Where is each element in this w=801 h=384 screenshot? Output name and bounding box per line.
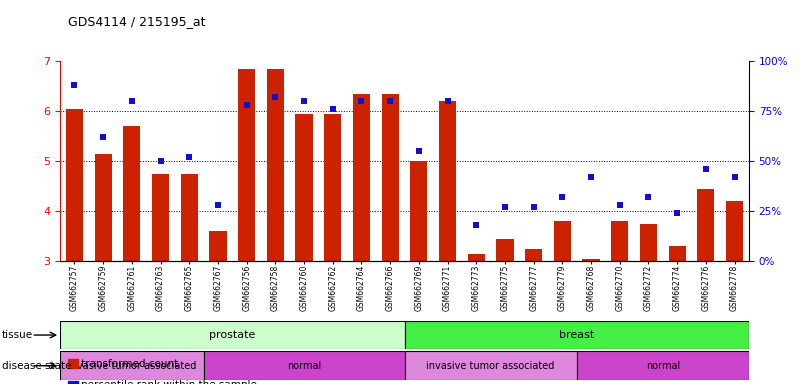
Bar — [123, 126, 140, 261]
Bar — [60, 351, 203, 380]
Point — [126, 98, 139, 104]
Bar — [410, 161, 428, 261]
Bar — [726, 201, 743, 261]
Bar — [525, 249, 542, 261]
Point — [384, 98, 396, 104]
Bar — [405, 351, 577, 380]
Bar — [60, 321, 405, 349]
Bar — [203, 351, 405, 380]
Point — [556, 194, 569, 200]
Bar — [209, 231, 227, 261]
Text: GDS4114 / 215195_at: GDS4114 / 215195_at — [68, 15, 206, 28]
Point — [97, 134, 110, 141]
Bar — [468, 254, 485, 261]
Bar — [324, 114, 341, 261]
Point — [154, 158, 167, 164]
Bar — [352, 94, 370, 261]
Point — [298, 98, 311, 104]
Bar — [238, 69, 256, 261]
Point — [326, 106, 339, 113]
Point — [269, 94, 282, 101]
Point — [614, 202, 626, 208]
Point — [585, 174, 598, 180]
Point — [670, 210, 683, 216]
Bar — [66, 109, 83, 261]
Text: transformed count: transformed count — [81, 359, 178, 369]
Text: invasive tumor associated: invasive tumor associated — [67, 361, 196, 371]
Bar — [405, 321, 749, 349]
Point — [527, 204, 540, 210]
Point — [183, 154, 195, 161]
Bar — [439, 101, 456, 261]
Point — [699, 166, 712, 172]
Bar — [669, 246, 686, 261]
Point — [355, 98, 368, 104]
Bar — [582, 259, 600, 261]
Bar — [640, 223, 657, 261]
Bar — [95, 154, 111, 261]
Bar — [553, 221, 571, 261]
Point — [441, 98, 454, 104]
Bar — [296, 114, 312, 261]
Bar — [497, 239, 513, 261]
Bar — [611, 221, 628, 261]
Text: tissue: tissue — [2, 330, 33, 340]
Text: breast: breast — [559, 330, 594, 340]
Point — [498, 204, 511, 210]
Point — [470, 222, 483, 228]
Point — [413, 148, 425, 154]
Point — [240, 102, 253, 108]
Point — [642, 194, 655, 200]
Point — [211, 202, 224, 208]
Text: invasive tumor associated: invasive tumor associated — [426, 361, 555, 371]
Text: percentile rank within the sample: percentile rank within the sample — [81, 380, 257, 384]
Text: disease state: disease state — [2, 361, 71, 371]
Bar — [180, 174, 198, 261]
Text: prostate: prostate — [209, 330, 256, 340]
Text: normal: normal — [646, 361, 680, 371]
Bar — [697, 189, 714, 261]
Point — [68, 82, 81, 88]
Bar — [267, 69, 284, 261]
Bar — [577, 351, 749, 380]
Bar — [381, 94, 399, 261]
Text: normal: normal — [287, 361, 321, 371]
Point — [728, 174, 741, 180]
Bar — [152, 174, 169, 261]
